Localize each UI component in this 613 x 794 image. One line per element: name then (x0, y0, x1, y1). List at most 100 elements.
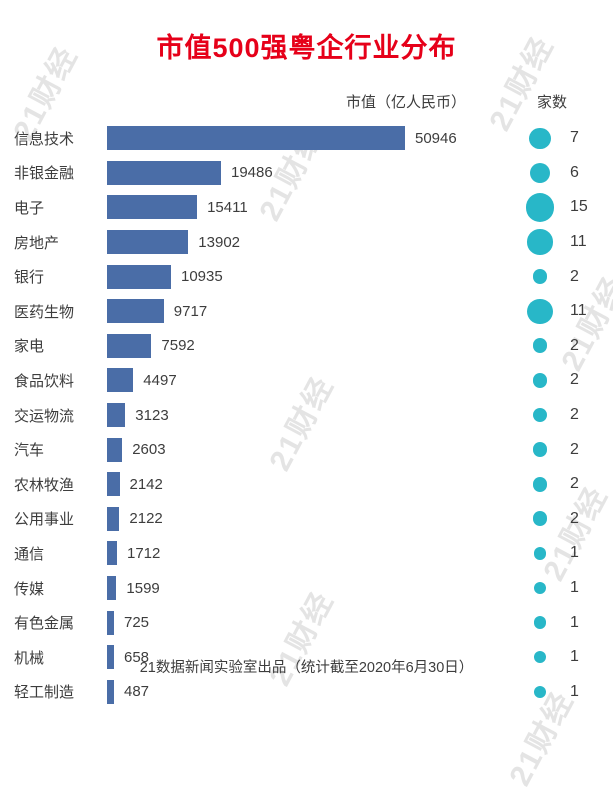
count-circle (532, 442, 548, 458)
count-circle (533, 547, 547, 560)
chart-row: 电子 15411 15 (0, 190, 613, 225)
value-bar (107, 299, 164, 324)
bar-track: 7592 (107, 333, 513, 358)
count-circle-cell (513, 127, 567, 150)
chart-row: 房地产 13902 11 (0, 225, 613, 260)
value-bar (107, 679, 114, 704)
bar-track: 19486 (107, 160, 513, 185)
chart-content: 市值500强粤企行业分布 市值（亿人民币） 家数 信息技术 50946 7 非银金融 1… (0, 33, 613, 709)
count-circle (533, 650, 547, 664)
value-bar (107, 195, 198, 220)
chart-row: 轻工制造 487 1 (0, 675, 613, 710)
value-bar (107, 160, 221, 185)
count-circle-cell (513, 373, 567, 388)
bar-track: 725 (107, 610, 513, 635)
count-circle (532, 269, 548, 285)
value-label: 2603 (132, 441, 166, 459)
chart-row: 交运物流 3123 2 (0, 398, 613, 433)
count-label: 1 (570, 579, 579, 597)
bar-track: 3123 (107, 403, 513, 428)
value-label: 10935 (181, 268, 223, 286)
count-circle-cell (513, 338, 567, 354)
value-label: 7592 (161, 337, 195, 355)
footer-note: 21数据新闻实验室出品（统计截至2020年6月30日） (139, 660, 474, 677)
value-label: 725 (124, 614, 150, 632)
count-circle (532, 338, 548, 354)
value-label: 9717 (173, 302, 208, 320)
value-bar (107, 610, 114, 635)
count-label: 1 (570, 544, 579, 562)
value-bar (107, 645, 114, 670)
value-label: 2142 (129, 475, 163, 493)
count-label: 2 (570, 475, 579, 493)
category-label: 银行 (14, 269, 45, 287)
count-circle-cell (513, 581, 567, 595)
bar-track: 4497 (107, 368, 513, 393)
bar-track: 2603 (107, 437, 513, 462)
chart-row: 汽车 2603 2 (0, 432, 613, 467)
count-label: 1 (570, 648, 579, 666)
chart-row: 公用事业 2122 2 (0, 502, 613, 537)
count-label: 2 (570, 440, 579, 458)
category-label: 家电 (14, 338, 45, 356)
count-circle (527, 229, 553, 255)
category-label: 轻工制造 (14, 684, 75, 702)
bar-track: 10935 (107, 264, 513, 289)
bar-track: 2142 (107, 472, 513, 497)
value-label: 50946 (415, 129, 457, 147)
count-circle (529, 127, 551, 150)
chart-row: 传媒 1599 1 (0, 571, 613, 606)
count-circle (533, 581, 547, 595)
bar-track: 13902 (107, 230, 513, 255)
chart-row: 有色金属 725 1 (0, 605, 613, 640)
value-bar (107, 576, 117, 601)
count-circle-cell (513, 685, 567, 699)
count-circle (532, 476, 548, 492)
category-label: 农林牧渔 (14, 476, 75, 494)
chart-rows: 信息技术 50946 7 非银金融 19486 6 电子 15411 15 房地产 13902 11 银… (0, 121, 613, 709)
chart-row: 农林牧渔 2142 2 (0, 467, 613, 502)
column-headers: 市值（亿人民币） 家数 (0, 91, 613, 113)
chart-row: 信息技术 50946 7 (0, 121, 613, 156)
count-circle-cell (513, 269, 567, 285)
chart-row: 机械 658 1 (0, 640, 613, 675)
value-label: 15411 (207, 198, 248, 216)
value-column-header: 市值（亿人民币） (346, 94, 467, 111)
count-label: 2 (570, 406, 579, 424)
count-circle-cell (513, 298, 567, 324)
count-circle-cell (513, 547, 567, 560)
category-label: 医药生物 (14, 303, 75, 321)
category-label: 房地产 (14, 234, 60, 252)
bar-track: 1712 (107, 541, 513, 566)
count-column-header: 家数 (537, 94, 568, 111)
value-label: 2122 (129, 510, 163, 528)
count-circle-cell (513, 162, 567, 184)
chart-row: 家电 7592 2 (0, 329, 613, 364)
value-label: 487 (124, 683, 150, 701)
count-label: 2 (570, 371, 579, 389)
count-label: 2 (570, 509, 579, 527)
count-circle-cell (513, 511, 567, 527)
value-bar (107, 403, 126, 428)
count-circle-cell (513, 442, 567, 458)
value-bar (107, 230, 189, 255)
chart-row: 医药生物 9717 11 (0, 294, 613, 329)
count-label: 2 (570, 336, 579, 354)
value-bar (107, 472, 120, 497)
count-label: 11 (570, 233, 587, 251)
category-label: 有色金属 (14, 615, 75, 633)
chart-row: 通信 1712 1 (0, 536, 613, 571)
count-label: 1 (570, 682, 579, 700)
category-label: 电子 (14, 199, 45, 217)
count-label: 1 (570, 613, 579, 631)
category-label: 食品饮料 (14, 372, 75, 390)
count-label: 15 (570, 198, 588, 216)
count-circle (527, 298, 553, 324)
count-circle (529, 162, 551, 184)
chart-row: 银行 10935 2 (0, 259, 613, 294)
value-bar (107, 437, 123, 462)
value-bar (107, 541, 117, 566)
chart-row: 食品饮料 4497 2 (0, 363, 613, 398)
value-label: 1599 (126, 579, 160, 597)
